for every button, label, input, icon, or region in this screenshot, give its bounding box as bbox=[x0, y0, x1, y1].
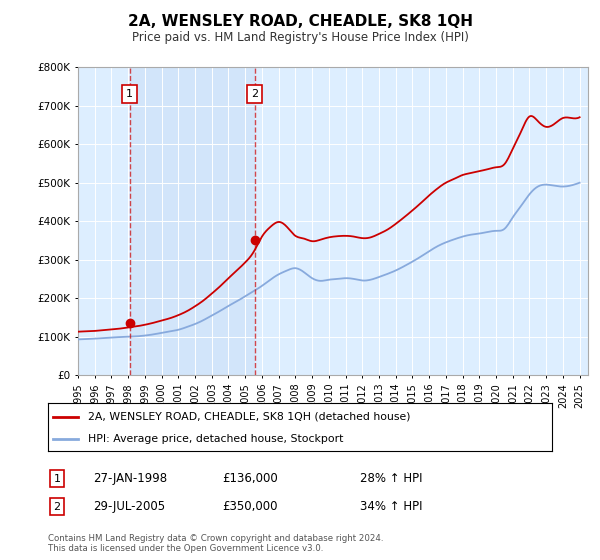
Text: HPI: Average price, detached house, Stockport: HPI: Average price, detached house, Stoc… bbox=[88, 434, 344, 444]
Text: 1: 1 bbox=[53, 474, 61, 484]
Text: 28% ↑ HPI: 28% ↑ HPI bbox=[360, 472, 422, 486]
Text: Contains HM Land Registry data © Crown copyright and database right 2024.
This d: Contains HM Land Registry data © Crown c… bbox=[48, 534, 383, 553]
Text: 1: 1 bbox=[126, 89, 133, 99]
Text: £350,000: £350,000 bbox=[222, 500, 277, 514]
Text: 2A, WENSLEY ROAD, CHEADLE, SK8 1QH: 2A, WENSLEY ROAD, CHEADLE, SK8 1QH bbox=[128, 14, 473, 29]
Bar bbox=[130, 67, 255, 375]
Text: 34% ↑ HPI: 34% ↑ HPI bbox=[360, 500, 422, 514]
Text: 2: 2 bbox=[53, 502, 61, 512]
Text: 29-JUL-2005: 29-JUL-2005 bbox=[93, 500, 165, 514]
Text: Price paid vs. HM Land Registry's House Price Index (HPI): Price paid vs. HM Land Registry's House … bbox=[131, 31, 469, 44]
Text: 27-JAN-1998: 27-JAN-1998 bbox=[93, 472, 167, 486]
Text: 2: 2 bbox=[251, 89, 259, 99]
Text: 2A, WENSLEY ROAD, CHEADLE, SK8 1QH (detached house): 2A, WENSLEY ROAD, CHEADLE, SK8 1QH (deta… bbox=[88, 412, 411, 422]
Text: £136,000: £136,000 bbox=[222, 472, 278, 486]
